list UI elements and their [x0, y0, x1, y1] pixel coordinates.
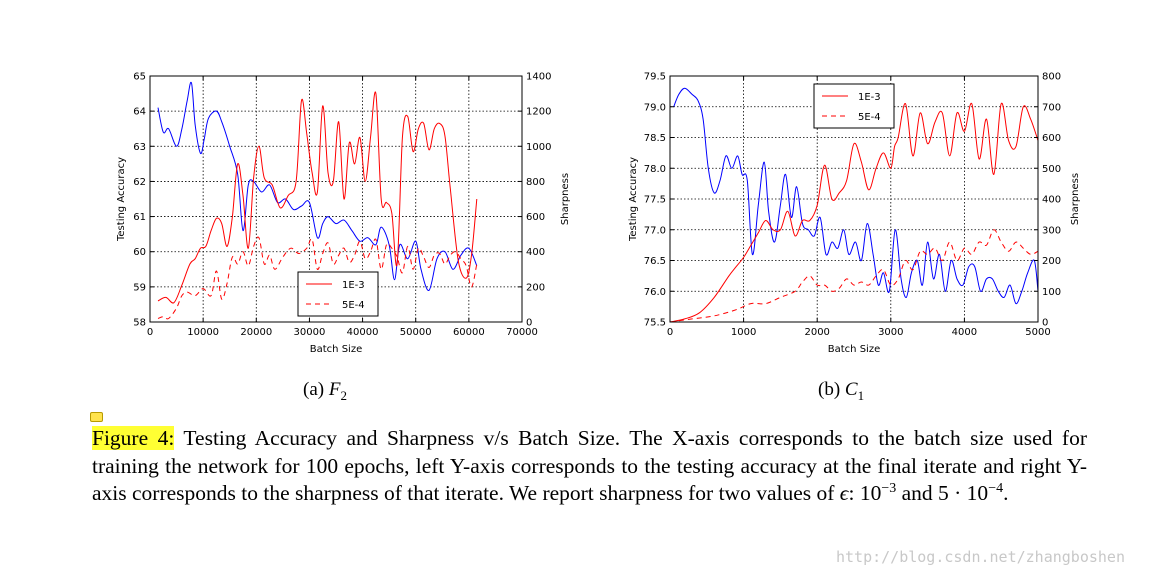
chart-a: 0 10000 20000 30000 40000 50000 60000 700005859… [116, 72, 571, 356]
accuracy-line [673, 87, 1038, 305]
y-tick-label-left: 61 [133, 212, 146, 223]
y-tick-label-left: 75.5 [644, 318, 666, 329]
y-tick-label-right: 400 [1042, 195, 1061, 206]
y-tick-label-right: 1200 [526, 107, 551, 118]
legend-box [813, 83, 895, 129]
caption-text: Testing Accuracy and Sharpness v/s Batch… [92, 426, 1087, 505]
caption-base2: 5 · 10 [938, 481, 989, 505]
x-tick-label: 50000 [400, 327, 432, 338]
x-tick-label: 1000 [731, 327, 756, 338]
x-tick-label: 2000 [804, 327, 829, 338]
subplot-b-label: (b) C1 [818, 379, 865, 403]
y-axis-label-right: Sharpness [560, 173, 571, 225]
y-tick-label-right: 1400 [526, 72, 551, 83]
x-axis-label: Batch Size [828, 344, 880, 355]
legend: 1E-3 5E-4 [813, 83, 895, 129]
caption-and: and [896, 481, 939, 505]
plot-frame [149, 75, 523, 323]
y-tick-label-left: 64 [133, 107, 146, 118]
y-tick-label-left: 77.5 [644, 195, 666, 206]
y-tick-label-left: 76.0 [644, 287, 666, 298]
caption-base1: 10 [859, 481, 882, 505]
y-axis-label-left: Testing Accuracy [628, 157, 639, 242]
y-tick-label-left: 79.0 [644, 102, 666, 113]
y-tick-label-right: 400 [526, 247, 545, 258]
x-tick-label: 20000 [240, 327, 272, 338]
watermark: http://blog.csdn.net/zhangboshen [836, 548, 1125, 566]
legend-label: 5E-4 [342, 300, 365, 311]
sharpness-line-1e-3 [670, 102, 1038, 322]
y-tick-label-right: 500 [1042, 164, 1061, 175]
x-tick-label: 5000 [1025, 327, 1050, 338]
y-tick-label-right: 200 [1042, 256, 1061, 267]
y-tick-label-right: 800 [526, 177, 545, 188]
x-tick-label: 70000 [506, 327, 538, 338]
y-tick-label-right: 1000 [526, 142, 551, 153]
x-tick-label: 30000 [294, 327, 326, 338]
x-tick-label: 0 [667, 327, 673, 338]
caption-end: . [1003, 481, 1009, 505]
y-tick-label-right: 0 [526, 318, 532, 329]
y-tick-label-left: 76.5 [644, 256, 666, 267]
y-tick-label-right: 600 [1042, 133, 1061, 144]
y-tick-label-left: 78.0 [644, 164, 666, 175]
y-tick-label-left: 77.0 [644, 225, 666, 236]
y-tick-label-right: 700 [1042, 102, 1061, 113]
y-tick-label-left: 58 [133, 318, 146, 329]
caption-exp1: −3 [881, 480, 897, 496]
y-tick-label-left: 60 [133, 247, 146, 258]
x-tick-label: 3000 [878, 327, 903, 338]
y-axis-label-left: Testing Accuracy [116, 157, 127, 242]
y-tick-label-left: 62 [133, 177, 146, 188]
y-tick-label-right: 200 [526, 282, 545, 293]
y-tick-label-right: 0 [1042, 318, 1048, 329]
sharpness-line-5e-4 [157, 236, 478, 320]
y-tick-label-left: 78.5 [644, 133, 666, 144]
sharpness-line-1e-3 [157, 91, 478, 304]
chart-b: 0 1000 2000 3000 4000 500075.576.076.577.077.… [628, 72, 1081, 356]
y-tick-label-right: 800 [1042, 72, 1061, 83]
y-tick-label-right: 100 [1042, 287, 1061, 298]
caption-colon: : [848, 481, 860, 505]
legend-label: 1E-3 [342, 280, 365, 291]
y-tick-label-left: 65 [133, 72, 146, 83]
caption-epsilon: ϵ [839, 481, 849, 505]
x-tick-label: 60000 [453, 327, 485, 338]
y-tick-label-left: 79.5 [644, 72, 666, 83]
x-axis-label: Batch Size [310, 344, 362, 355]
y-axis-label-right: Sharpness [1070, 173, 1081, 225]
legend-label: 5E-4 [858, 112, 881, 123]
y-tick-label-left: 59 [133, 282, 146, 293]
legend: 1E-3 5E-4 [297, 271, 379, 317]
accuracy-line [157, 81, 478, 291]
subplot-a-label: (a) F2 [303, 379, 347, 403]
figure-caption: Figure 4: Testing Accuracy and Sharpness… [92, 425, 1087, 508]
x-tick-label: 0 [147, 327, 153, 338]
x-tick-label: 4000 [952, 327, 977, 338]
x-tick-label: 10000 [187, 327, 219, 338]
legend-box [297, 271, 379, 317]
caption-exp2: −4 [988, 480, 1004, 496]
annotation-note-icon[interactable] [90, 412, 103, 422]
y-tick-label-left: 63 [133, 142, 146, 153]
y-tick-label-right: 600 [526, 212, 545, 223]
y-tick-label-right: 300 [1042, 225, 1061, 236]
x-tick-label: 40000 [347, 327, 379, 338]
caption-label: Figure 4: [92, 426, 175, 450]
legend-label: 1E-3 [858, 92, 881, 103]
